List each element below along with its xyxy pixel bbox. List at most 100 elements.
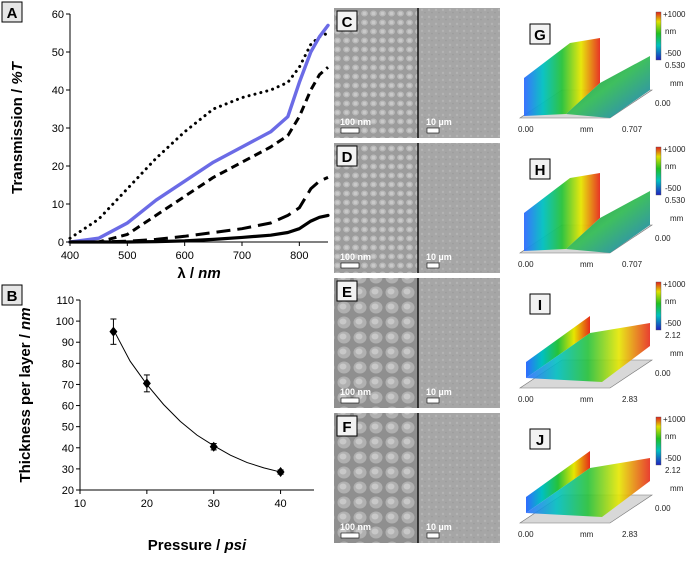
scale-bar xyxy=(340,127,360,134)
y-tick-label: 110 xyxy=(56,295,74,307)
surface-sheet xyxy=(566,191,650,253)
panel-label-box xyxy=(336,280,358,302)
series-line-dotted xyxy=(68,31,330,240)
panel-label-b: B xyxy=(7,288,18,305)
surface-sheet xyxy=(526,323,650,382)
scale-bar-label: 100 nm xyxy=(340,387,371,397)
y-unit-label: mm xyxy=(670,484,684,493)
z-unit-label: nm xyxy=(665,27,676,36)
scale-bar-label: 100 nm xyxy=(340,117,371,127)
y-tick-label: 70 xyxy=(62,379,74,391)
surface-rough xyxy=(524,38,600,116)
scale-bar-label: 100 nm xyxy=(340,252,371,262)
x-max-label: 0.707 xyxy=(622,260,643,269)
z-color-scale xyxy=(655,146,662,196)
x-tick-label: 10 xyxy=(74,498,86,510)
surface-rough xyxy=(526,316,590,378)
surface-sheet xyxy=(566,56,650,118)
z-max-label: +1000 xyxy=(663,415,686,424)
profile-panel-g: +1000 nm -500 0.530 mm 0.00 0.00 mm 0.707 G xyxy=(518,10,686,134)
x-tick-label: 30 xyxy=(208,498,220,510)
y-max-label: 2.12 xyxy=(665,466,681,475)
panel-label-h: H xyxy=(535,162,546,179)
data-point-marker xyxy=(276,467,285,478)
x-unit-label: mm xyxy=(580,260,594,269)
x-tick-label: 40 xyxy=(274,498,286,510)
series-line-dashed-thick xyxy=(70,66,329,244)
scale-bar-label: 100 nm xyxy=(340,522,371,532)
profile-panel-i: +1000 nm -500 2.12 mm 0.00 0.00 mm 2.83 I xyxy=(518,280,686,404)
x-min-label: 0.00 xyxy=(518,395,534,404)
z-color-scale xyxy=(655,11,662,61)
z-unit-label: nm xyxy=(665,162,676,171)
y-min-label: 0.00 xyxy=(655,234,671,243)
panel-label-i: I xyxy=(538,297,542,314)
y-tick-label: 10 xyxy=(52,199,64,211)
z-min-label: -500 xyxy=(665,319,682,328)
y-tick-label: 40 xyxy=(62,443,74,455)
scale-bar xyxy=(340,262,360,269)
z-unit-label: nm xyxy=(665,297,676,306)
panel-label-box xyxy=(1,284,23,306)
series-line-dashed-long xyxy=(70,176,329,244)
y-tick-label: 40 xyxy=(52,85,64,97)
x-tick-label: 500 xyxy=(118,250,136,262)
scale-bar-label: 10 µm xyxy=(426,252,452,262)
x-min-label: 0.00 xyxy=(518,260,534,269)
x-axis-title: λ / nm xyxy=(177,265,220,282)
y-tick-label: 80 xyxy=(62,358,74,370)
x-tick-label: 800 xyxy=(290,250,308,262)
x-max-label: 2.83 xyxy=(622,530,638,539)
x-max-label: 0.707 xyxy=(622,125,643,134)
panel-label-box xyxy=(529,158,551,180)
z-max-label: +1000 xyxy=(663,145,686,154)
y-tick-label: 50 xyxy=(52,47,64,59)
sem-panel-e: E 100 nm 10 µm xyxy=(334,278,500,408)
z-max-label: +1000 xyxy=(663,280,686,289)
panel-label-box xyxy=(1,1,23,23)
profilometry-panels: +1000 nm -500 0.530 mm 0.00 0.00 mm 0.707 G +1000 n… xyxy=(518,10,686,539)
y-tick-label: 90 xyxy=(62,337,74,349)
sem-panel-d: D 100 nm 10 µm xyxy=(334,143,500,273)
sem-panel-f: F 100 nm 10 µm xyxy=(334,413,500,543)
y-tick-label: 60 xyxy=(52,9,64,21)
y-unit-label: mm xyxy=(670,79,684,88)
z-max-label: +1000 xyxy=(663,10,686,19)
y-tick-label: 30 xyxy=(52,123,64,135)
z-color-scale xyxy=(655,281,662,331)
profile-panel-h: +1000 nm -500 0.530 mm 0.00 0.00 mm 0.707 H xyxy=(518,145,686,269)
scale-bar xyxy=(426,397,440,404)
series-line-blue xyxy=(68,23,330,244)
scale-bar xyxy=(426,127,440,134)
surface-rough xyxy=(526,451,590,513)
surface-rough xyxy=(524,173,600,251)
x-unit-label: mm xyxy=(580,395,594,404)
x-min-label: 0.00 xyxy=(518,530,534,539)
profile-panel-j: +1000 nm -500 2.12 mm 0.00 0.00 mm 2.83 J xyxy=(518,415,686,539)
x-tick-label: 600 xyxy=(175,250,193,262)
sem-panel-c: C 100 nm 10 µm xyxy=(334,8,500,138)
sem-image-micro xyxy=(418,413,500,543)
panel-label-d: D xyxy=(342,149,353,166)
panel-label-j: J xyxy=(536,432,544,449)
panel-label-f: F xyxy=(342,419,351,436)
z-unit-label: nm xyxy=(665,432,676,441)
scale-bar-label: 10 µm xyxy=(426,117,452,127)
z-min-label: -500 xyxy=(665,454,682,463)
panel-label-box xyxy=(529,23,551,45)
y-min-label: 0.00 xyxy=(655,504,671,513)
panel-label-a: A xyxy=(7,5,18,22)
y-tick-label: 20 xyxy=(52,161,64,173)
y-max-label: 0.530 xyxy=(665,61,686,70)
data-point-marker xyxy=(209,441,218,452)
panel-a: A 0 10 20 30 40 50 60 400 500 600 700 800 λ / nm Tran… xyxy=(1,1,330,282)
transmission-chart: 0 10 20 30 40 50 60 400 500 600 700 800 λ / nm Transm… xyxy=(9,9,330,282)
sem-image-micro xyxy=(418,143,500,273)
x-max-label: 2.83 xyxy=(622,395,638,404)
y-min-label: 0.00 xyxy=(655,369,671,378)
sem-image-micro xyxy=(418,8,500,138)
y-tick-label: 0 xyxy=(58,237,64,249)
z-color-scale xyxy=(655,416,662,466)
x-min-label: 0.00 xyxy=(518,125,534,134)
